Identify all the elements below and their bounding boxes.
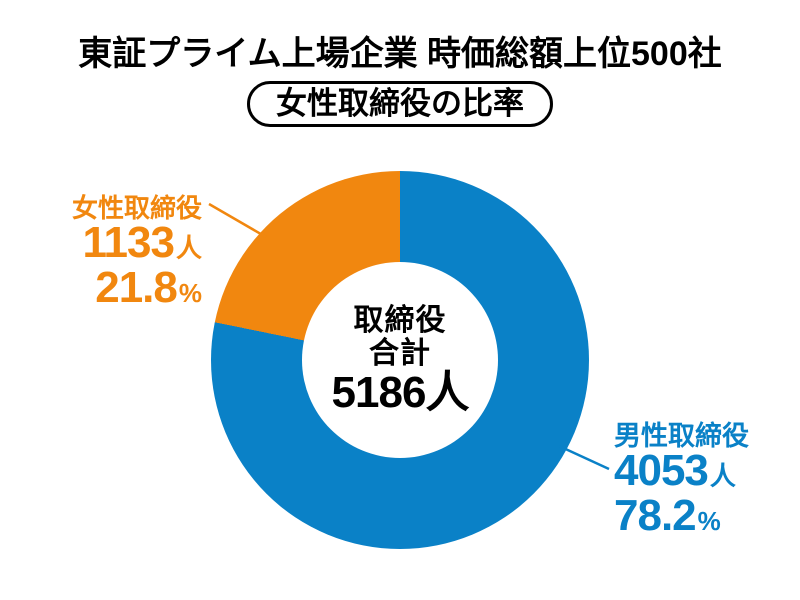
female-count-value: 1133	[82, 218, 175, 267]
male-segment-name: 男性取締役	[614, 421, 749, 451]
center-total-unit: 人	[425, 368, 469, 417]
center-total-value: 5186	[331, 368, 427, 417]
male-segment-label: 男性取締役 4053人 78.2%	[614, 421, 749, 541]
male-segment-percent: 78.2%	[614, 494, 749, 541]
subtitle-badge: 女性取締役の比率	[247, 81, 553, 127]
male-percent-unit: %	[697, 506, 721, 536]
donut-center: 取締役 合計 5186人	[302, 262, 498, 458]
female-segment-label: 女性取締役 1133人 21.8%	[72, 193, 202, 313]
subtitle-text: 女性取締役の比率	[276, 86, 524, 121]
center-label-line1: 取締役	[353, 304, 447, 337]
female-percent-unit: %	[178, 278, 202, 308]
female-leader-line	[208, 202, 267, 239]
center-total: 5186人	[331, 368, 470, 417]
female-count-unit: 人	[175, 233, 202, 263]
male-segment-count: 4053人	[614, 449, 749, 496]
page-title: 東証プライム上場企業 時価総額上位500社	[78, 35, 722, 73]
center-label-line2: 合計	[369, 337, 431, 370]
female-segment-count: 1133人	[72, 221, 202, 268]
male-leader-line	[558, 444, 610, 471]
female-segment-name: 女性取締役	[71, 193, 202, 223]
male-count-value: 4053	[614, 446, 709, 495]
male-count-unit: 人	[709, 461, 736, 491]
female-segment-percent: 21.8%	[72, 266, 202, 313]
male-percent-value: 78.2	[614, 491, 697, 540]
female-percent-value: 21.8	[95, 263, 178, 312]
